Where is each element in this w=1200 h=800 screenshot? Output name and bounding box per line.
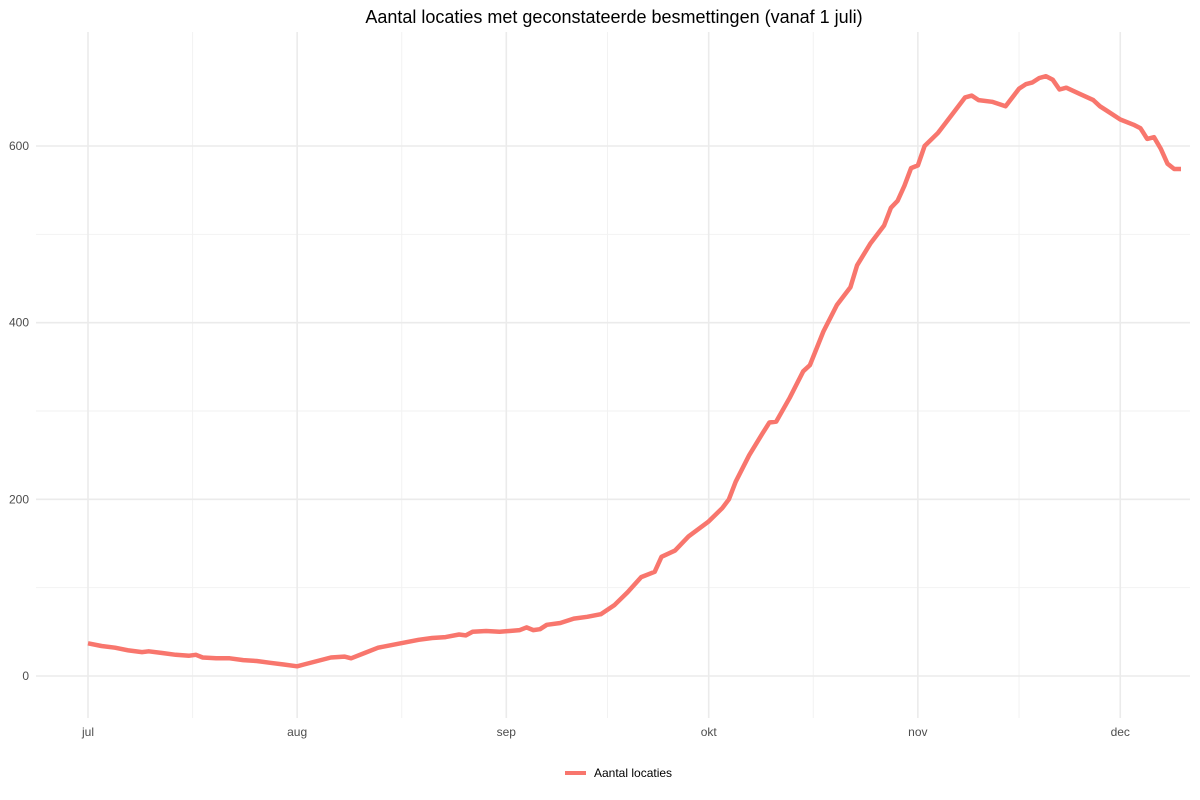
legend-label-aantal-locaties: Aantal locaties [594,766,672,780]
y-tick-label-0: 0 [22,669,29,683]
x-tick-label-sep: sep [497,725,517,739]
y-tick-label-200: 200 [9,492,29,506]
legend: Aantal locaties [565,766,672,780]
y-tick-label-600: 600 [9,139,29,153]
y-tick-label-400: 400 [9,316,29,330]
x-tick-label-aug: aug [287,725,307,739]
y-axis-tick-labels: 0 200 400 600 [9,139,29,683]
x-tick-label-jul: jul [81,725,94,739]
major-gridlines [36,32,1190,718]
x-tick-label-okt: okt [701,725,718,739]
chart-title: Aantal locaties met geconstateerde besme… [365,7,862,27]
minor-gridlines [36,32,1190,718]
x-tick-label-nov: nov [908,725,927,739]
x-axis-tick-labels: jul aug sep okt nov dec [81,725,1130,739]
x-tick-label-dec: dec [1111,725,1130,739]
series-line-aantal-locaties [87,73,1181,669]
series-layer [87,73,1181,669]
